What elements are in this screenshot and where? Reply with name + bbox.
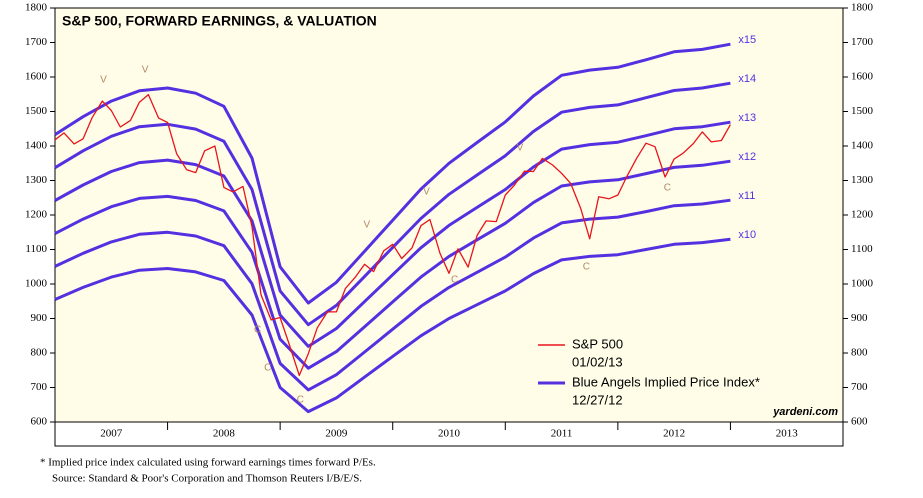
y-tick-label: 1100 [25, 243, 47, 255]
series-label: x11 [738, 190, 755, 202]
series-line [54, 237, 731, 414]
y-tick-label: 900 [31, 312, 48, 324]
y-tick-label: 1000 [851, 278, 874, 290]
footnote: Source: Standard & Poor's Corporation an… [52, 473, 362, 485]
annotation: C [297, 395, 304, 406]
series-line [54, 198, 731, 392]
x-tick-label: 2011 [551, 428, 573, 440]
x-tick-label: 2007 [100, 428, 123, 440]
y-tick-label: 1500 [25, 105, 48, 117]
series-line [54, 120, 731, 348]
y-tick-label: 1600 [851, 71, 874, 83]
annotation: C [254, 325, 261, 336]
chart-title: S&P 500, FORWARD EARNINGS, & VALUATION [62, 13, 377, 29]
x-axis-band [54, 421, 844, 447]
x-tick-label: 2008 [213, 428, 236, 440]
y-tick-label: 800 [31, 347, 48, 359]
y-tick-label: 800 [851, 347, 868, 359]
y-tick-label: 1300 [851, 174, 874, 186]
footnote: * Implied price index calculated using f… [40, 457, 376, 469]
annotation: C [264, 362, 271, 373]
annotation: V [423, 187, 430, 198]
series-label: x15 [738, 34, 756, 46]
annotation: V [363, 220, 370, 231]
y-tick-label: 1200 [851, 209, 874, 221]
series-line [54, 42, 731, 305]
y-tick-label: 1700 [25, 36, 48, 48]
y-tick-label: 1500 [851, 105, 874, 117]
y-tick-label: 1300 [25, 174, 48, 186]
y-tick-label: 1200 [25, 209, 48, 221]
series-label: x12 [738, 151, 756, 163]
y-tick-label: 1800 [25, 2, 48, 14]
y-tick-label: 1400 [851, 140, 874, 152]
y-tick-label: 600 [31, 416, 48, 428]
annotation: V [517, 143, 524, 154]
y-tick-label: 1700 [851, 36, 874, 48]
y-tick-label: 900 [851, 312, 868, 324]
x-tick-label: 2013 [776, 428, 799, 440]
annotation: C [664, 183, 671, 194]
series-label: x13 [738, 112, 756, 124]
annotation: C [451, 275, 458, 286]
series-line [54, 93, 731, 377]
x-tick-label: 2010 [438, 428, 461, 440]
plot-area [54, 7, 844, 423]
y-tick-label: 600 [851, 416, 868, 428]
legend-label: Blue Angels Implied Price Index* [572, 374, 760, 389]
y-tick-label: 1800 [851, 2, 874, 14]
series-label: x14 [738, 73, 756, 85]
legend-label: S&P 500 [572, 336, 623, 351]
y-tick-label: 1000 [25, 278, 48, 290]
y-tick-label: 1100 [851, 243, 873, 255]
y-tick-label: 700 [851, 381, 868, 393]
y-tick-label: 1400 [25, 140, 48, 152]
legend-date: 01/02/13 [572, 354, 623, 369]
y-tick-label: 1600 [25, 71, 48, 83]
credit: yardeni.com [772, 406, 838, 418]
x-tick-label: 2012 [663, 428, 685, 440]
annotation: C [583, 262, 590, 273]
annotation: V [142, 65, 149, 76]
series-line [54, 159, 731, 370]
x-tick-label: 2009 [325, 428, 348, 440]
annotation: V [100, 75, 107, 86]
y-tick-label: 700 [31, 381, 48, 393]
series-label: x10 [738, 229, 756, 241]
legend-date: 12/27/12 [572, 392, 623, 407]
